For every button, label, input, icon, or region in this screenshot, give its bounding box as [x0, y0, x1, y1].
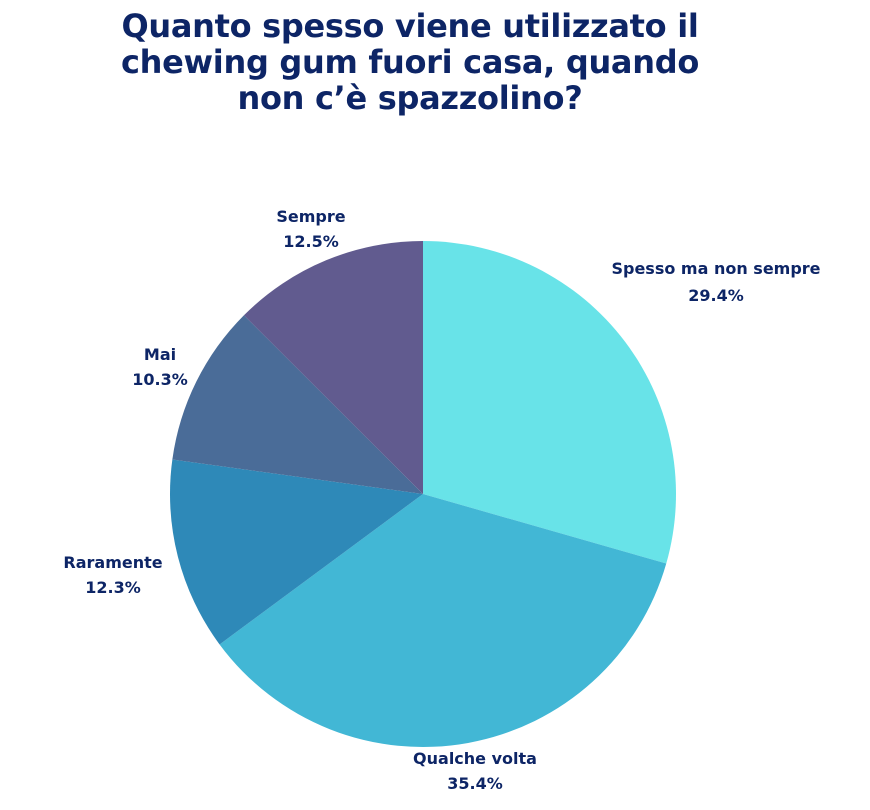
slice-label-sempre: Sempre [276, 207, 345, 226]
slice-value-qualche-volta: 35.4% [447, 774, 503, 793]
pie-slices [169, 241, 676, 747]
pie-slice-sempre [243, 241, 423, 494]
chart-title-line-2: chewing gum fuori casa, quando [120, 43, 700, 81]
pie-labels: Spesso ma non sempre 29.4% Qualche volta 35… [63, 207, 820, 793]
pie-slice-raramente [169, 459, 423, 645]
chart-title: Quanto spesso viene utilizzato il chewin… [60, 8, 760, 116]
chart-title-line-1: Quanto spesso viene utilizzato il [121, 7, 699, 45]
slice-label-spesso-ma-non-sempre: Spesso ma non sempre [611, 259, 820, 278]
slice-label-mai: Mai [144, 345, 176, 364]
slice-value-spesso-ma-non-sempre: 29.4% [688, 286, 744, 305]
slice-value-mai: 10.3% [132, 370, 188, 389]
slice-label-raramente: Raramente [63, 553, 162, 572]
chart-title-line-3: non c’è spazzolino? [237, 79, 583, 117]
pie-slice-spesso-ma-non-sempre [423, 241, 676, 564]
pie-slice-qualche-volta [219, 494, 667, 747]
slice-value-raramente: 12.3% [85, 578, 141, 597]
pie-slice-mai [172, 315, 423, 494]
slice-value-sempre: 12.5% [283, 232, 339, 251]
slice-label-qualche-volta: Qualche volta [413, 749, 537, 768]
